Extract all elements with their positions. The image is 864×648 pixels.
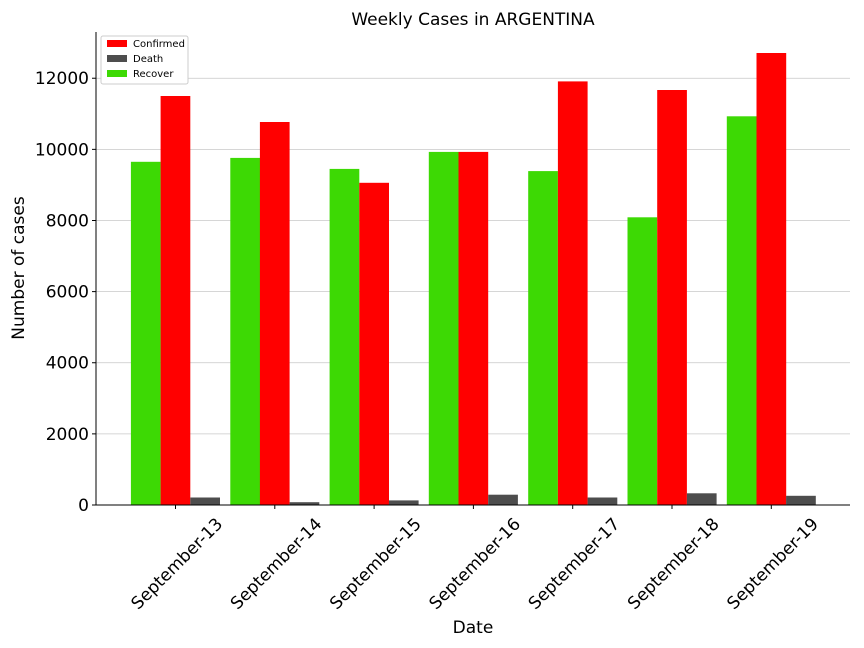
y-ticks: 0 2000 4000 6000 8000 10000 12000	[35, 69, 96, 516]
bar-death-1	[190, 497, 220, 505]
y-tick-label: 12000	[35, 69, 89, 89]
legend-label-recover: Recover	[133, 69, 174, 80]
x-tick-label: September-14	[227, 514, 326, 613]
x-tick-label: September-19	[723, 514, 822, 613]
chart-title: Weekly Cases in ARGENTINA	[351, 10, 595, 30]
x-axis-label: Date	[453, 618, 494, 638]
x-tick-label: September-15	[326, 514, 425, 613]
legend: Confirmed Death Recover	[100, 35, 189, 85]
x-tick-label: September-17	[525, 514, 624, 613]
bar-recover-5	[528, 171, 558, 505]
y-tick-label: 0	[78, 496, 89, 516]
y-tick-label: 8000	[46, 211, 89, 231]
bar-confirmed-6	[657, 90, 687, 505]
y-axis-label: Number of cases	[9, 196, 29, 340]
bar-death-7	[786, 495, 816, 505]
y-tick-label: 10000	[35, 140, 89, 160]
y-tick-label: 4000	[46, 354, 89, 374]
bar-death-3	[388, 500, 419, 505]
bar-confirmed-4	[458, 151, 489, 505]
y-tick-label: 2000	[46, 425, 89, 445]
bar-recover-6	[627, 217, 658, 506]
bar-confirmed-1	[160, 96, 191, 505]
bar-confirmed-5	[557, 81, 588, 506]
bar-recover-4	[428, 151, 459, 505]
bar-recover-7	[726, 116, 757, 506]
x-tick-label: September-13	[128, 514, 227, 613]
legend-label-confirmed: Confirmed	[133, 39, 185, 50]
legend-label-death: Death	[133, 54, 163, 65]
legend-swatch-confirmed	[107, 40, 127, 47]
x-tick-label: September-16	[425, 514, 524, 613]
bar-confirmed-2	[259, 122, 290, 505]
bar-death-6	[686, 493, 717, 505]
x-ticks: September-13 September-14 September-15 Sept…	[128, 505, 823, 614]
bar-death-2	[289, 502, 320, 505]
x-tick-label: September-18	[624, 514, 723, 613]
bar-recover-1	[130, 161, 161, 506]
legend-swatch-death	[107, 55, 127, 62]
legend-swatch-recover	[107, 70, 127, 77]
bar-recover-3	[329, 168, 360, 505]
bars	[130, 53, 816, 506]
bar-confirmed-3	[359, 182, 389, 506]
y-tick-label: 6000	[46, 283, 89, 303]
bar-death-4	[488, 494, 518, 505]
bar-recover-2	[230, 157, 260, 505]
bar-death-5	[587, 497, 618, 505]
bar-confirmed-7	[756, 53, 787, 505]
